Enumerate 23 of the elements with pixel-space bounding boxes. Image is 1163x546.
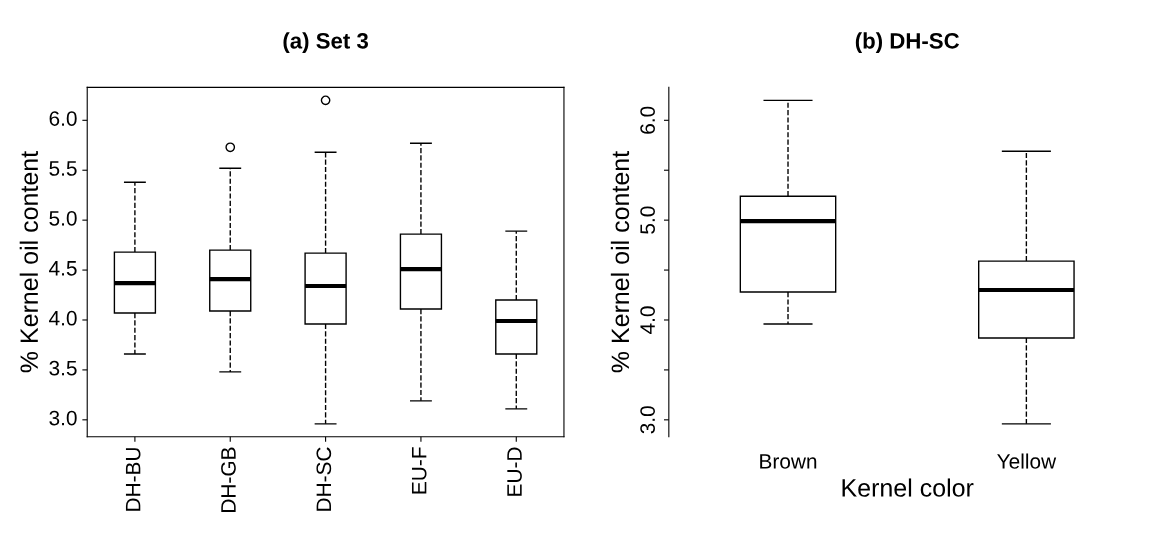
y-tick-label: 3.5 <box>49 360 77 376</box>
x-tick-label: DH-GB <box>221 447 236 512</box>
y-tick-label: 6.0 <box>49 111 77 126</box>
y-tick-label: 3.0 <box>49 410 77 426</box>
y-tick-label: 4.5 <box>49 261 77 276</box>
chart-title: (a) Set 3 <box>283 32 369 54</box>
y-tick-label: 4.0 <box>49 310 77 326</box>
x-tick-label: DH-SC <box>316 447 332 511</box>
y-tick-label: 3.0 <box>640 406 655 434</box>
x-axis-title: Kernel color <box>842 478 974 497</box>
x-tick-label: EU-D <box>507 447 522 496</box>
x-tick-label: Brown <box>760 454 817 469</box>
y-tick-label: 5.0 <box>640 206 655 234</box>
y-axis-title: % Kernel oil content <box>610 151 630 373</box>
y-axis-title: % Kernel oil content <box>19 151 39 373</box>
y-tick-label: 6.0 <box>640 106 655 134</box>
y-tick-label: 5.5 <box>49 161 77 176</box>
x-tick-label: Yellow <box>997 453 1057 469</box>
chart-title: (b) DH-SC <box>855 32 960 54</box>
y-tick-label: 5.0 <box>49 210 77 226</box>
x-tick-label: EU-F <box>411 447 427 494</box>
y-tick-label: 4.0 <box>640 306 655 334</box>
x-tick-label: DH-BU <box>125 448 141 511</box>
